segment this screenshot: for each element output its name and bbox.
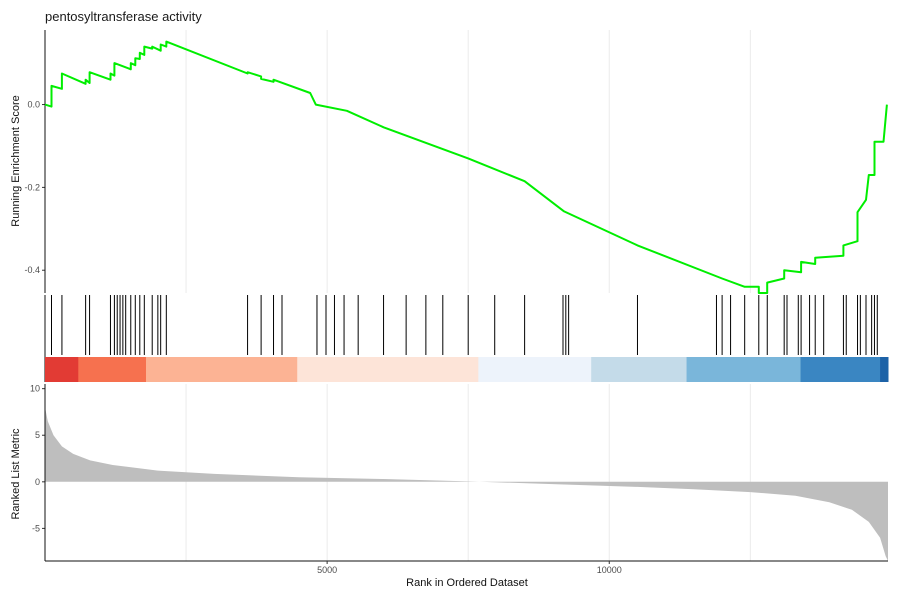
chart-title: pentosyltransferase activity <box>45 9 202 24</box>
color-band-segment <box>478 357 592 382</box>
es-y-tick-label: -0.2 <box>24 182 40 192</box>
color-band-segment <box>297 357 479 382</box>
metric-y-tick-label: 5 <box>35 430 40 440</box>
ranked-metric-panel: 10 5 0 -5 5000 10000 Ranked List Metric Rank… <box>10 384 888 589</box>
es-y-axis-title: Running Enrichment Score <box>10 95 22 226</box>
metric-y-tick-label: -5 <box>32 523 40 533</box>
metric-y-axis-ticks: 10 5 0 -5 <box>30 384 45 533</box>
color-band-segment <box>78 357 147 382</box>
metric-gridlines <box>185 384 751 561</box>
ranked-metric-area <box>45 407 888 561</box>
color-band-segment <box>146 357 298 382</box>
running-enrichment-panel: 0.0 -0.2 -0.4 Running Enrichment Score <box>10 30 888 294</box>
metric-y-tick-label: 0 <box>35 477 40 487</box>
es-y-tick-label: 0.0 <box>27 100 40 110</box>
es-y-axis-ticks: 0.0 -0.2 -0.4 <box>24 100 45 275</box>
metric-y-axis-title: Ranked List Metric <box>10 428 22 520</box>
metric-y-tick-label: 10 <box>30 384 40 394</box>
color-band-segment <box>591 357 688 382</box>
x-tick-label: 5000 <box>317 565 337 575</box>
color-band-segment <box>800 357 881 382</box>
x-tick-label: 10000 <box>597 565 622 575</box>
x-axis-ticks: 5000 10000 <box>317 561 622 575</box>
es-gridlines <box>185 30 751 293</box>
es-y-tick-label: -0.4 <box>24 265 40 275</box>
gene-hit-lines <box>50 295 878 355</box>
running-enrichment-curve <box>44 40 888 294</box>
color-band-segment <box>45 357 79 382</box>
color-band-segment <box>880 357 889 382</box>
gene-hits-panel <box>44 295 889 382</box>
x-axis-title: Rank in Ordered Dataset <box>406 577 528 589</box>
rank-color-band <box>45 357 889 382</box>
color-band-segment <box>686 357 802 382</box>
